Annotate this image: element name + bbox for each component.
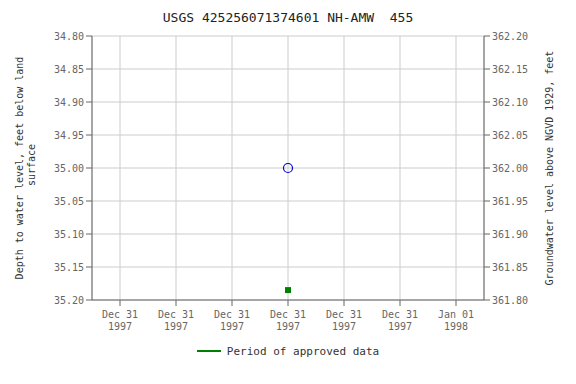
- svg-text:361.90: 361.90: [492, 229, 528, 240]
- svg-text:34.90: 34.90: [54, 97, 84, 108]
- svg-text:Jan 011998: Jan 011998: [438, 309, 474, 332]
- svg-text:34.95: 34.95: [54, 130, 84, 141]
- svg-text:Dec 311997: Dec 311997: [270, 309, 306, 332]
- svg-text:362.05: 362.05: [492, 130, 528, 141]
- html-text:Period of approved data: Period of approved data: [226, 344, 380, 358]
- svg-text:362.10: 362.10: [492, 97, 528, 108]
- svg-text:Groundwater level above NGVD 1: Groundwater level above NGVD 1929, feet: [544, 51, 555, 286]
- svg-text:Dec 311997: Dec 311997: [102, 309, 138, 332]
- svg-text:34.85: 34.85: [54, 64, 84, 75]
- svg-text:361.95: 361.95: [492, 196, 528, 207]
- svg-text:35.20: 35.20: [54, 295, 84, 306]
- svg-text:362.00: 362.00: [492, 163, 528, 174]
- svg-text:Depth to water level, feet bel: Depth to water level, feet below land su…: [14, 57, 37, 280]
- svg-text:35.15: 35.15: [54, 262, 84, 273]
- svg-text:361.80: 361.80: [492, 295, 528, 306]
- svg-text:Dec 311997: Dec 311997: [326, 309, 362, 332]
- svg-text:35.00: 35.00: [54, 163, 84, 174]
- svg-text:35.10: 35.10: [54, 229, 84, 240]
- svg-text:362.15: 362.15: [492, 64, 528, 75]
- svg-text:Dec 311997: Dec 311997: [214, 309, 250, 332]
- svg-text:361.85: 361.85: [492, 262, 528, 273]
- svg-text:Dec 311997: Dec 311997: [382, 309, 418, 332]
- svg-text:Dec 311997: Dec 311997: [158, 309, 194, 332]
- svg-text:362.20: 362.20: [492, 31, 528, 42]
- svg-text:35.05: 35.05: [54, 196, 84, 207]
- html-text:USGS 425256071374601 NH-AMW 45: USGS 425256071374601 NH-AMW 455: [162, 10, 414, 25]
- svg-text:34.80: 34.80: [54, 31, 84, 42]
